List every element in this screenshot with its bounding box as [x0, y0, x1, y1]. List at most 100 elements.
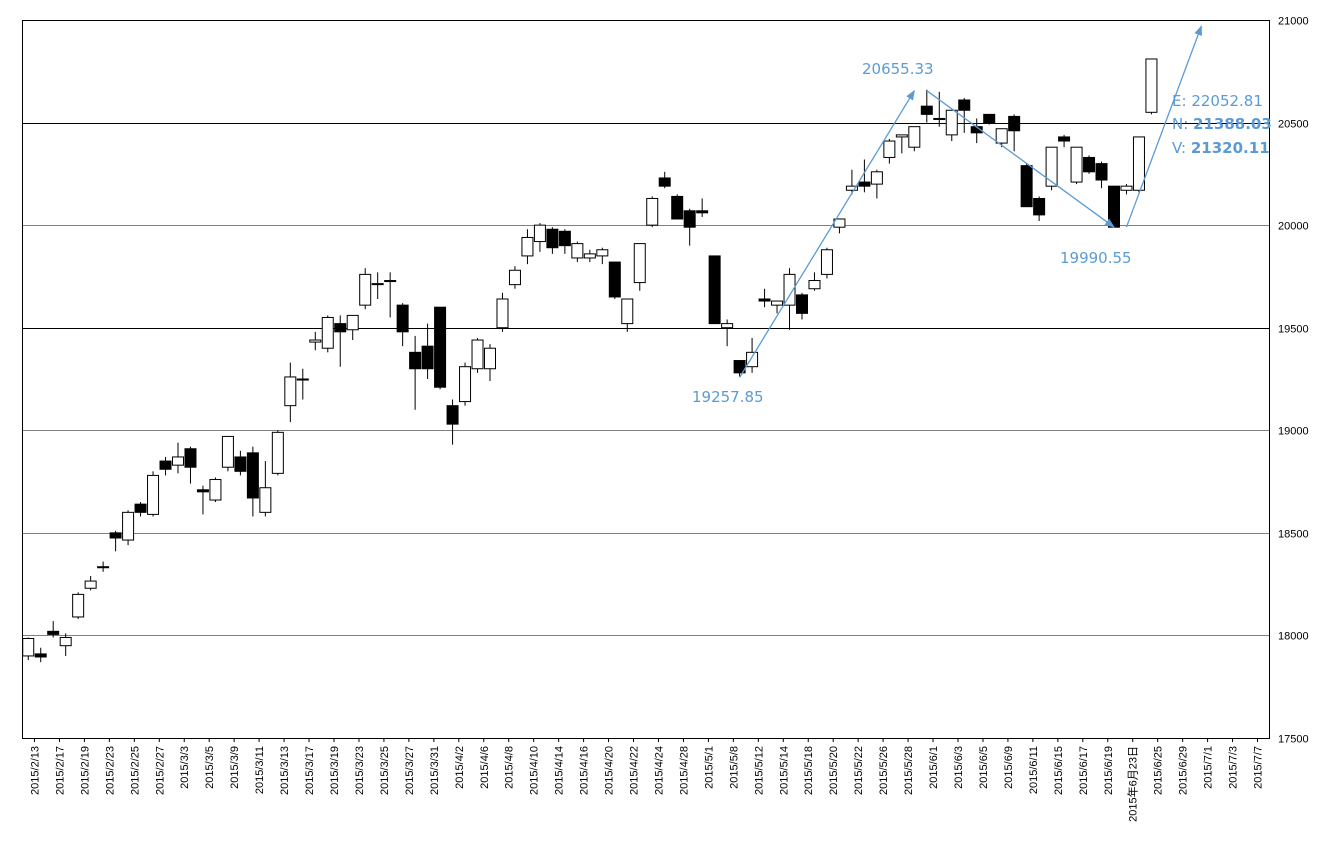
candle-body: [221, 435, 234, 468]
candle: [1132, 136, 1145, 193]
candle-body: [1083, 156, 1096, 173]
candle-body: [122, 511, 135, 541]
x-tick-label: 2015/7/1: [1203, 746, 1215, 789]
candle: [47, 621, 60, 638]
candle-body: [758, 298, 771, 302]
candle: [72, 592, 85, 620]
x-tick-label: 2015/6/19: [1103, 746, 1115, 795]
annotation-label: 19990.55: [1060, 249, 1132, 267]
candle: [633, 243, 646, 291]
x-tick-label: 2015/6/15: [1053, 746, 1065, 795]
candle: [608, 261, 621, 299]
x-tick-label: 2015/6/29: [1178, 746, 1190, 795]
x-tick-label: 2015/3/25: [379, 746, 391, 795]
candle: [184, 446, 197, 484]
candle: [646, 196, 659, 228]
candle: [259, 461, 272, 517]
candle: [172, 442, 184, 474]
candle-body: [334, 323, 347, 333]
x-tick-label: 2015/2/25: [129, 746, 141, 795]
candle-body: [671, 195, 684, 220]
y-tick-label: 17500: [1278, 734, 1309, 746]
annotation-value: 22052.81: [1191, 92, 1263, 110]
x-tick-label: 2015/5/22: [853, 746, 865, 795]
candle-body: [646, 197, 659, 226]
candle: [758, 288, 771, 308]
candle: [1070, 146, 1083, 185]
candle-body: [1145, 58, 1158, 113]
candle-body: [633, 243, 646, 284]
candle-body: [983, 113, 996, 124]
x-tick-label: 2015/3/5: [204, 746, 216, 789]
candle-body: [421, 345, 434, 370]
candle-body: [384, 280, 397, 283]
candle: [246, 446, 259, 517]
candle: [958, 97, 971, 133]
candle: [459, 362, 472, 406]
candle-body: [1008, 115, 1021, 132]
candle-body: [72, 593, 85, 618]
candle-body: [908, 126, 921, 148]
candle: [808, 272, 821, 291]
candle: [334, 315, 347, 367]
candle: [771, 300, 784, 314]
candle: [883, 138, 896, 164]
candle: [1083, 155, 1096, 174]
x-tick-label: 2015/5/26: [878, 746, 890, 795]
x-tick-label: 2015/2/19: [79, 746, 91, 795]
candle: [1008, 114, 1021, 152]
x-tick-label: 2015/6/1: [928, 746, 940, 789]
candle-body: [508, 269, 521, 286]
candle-body: [945, 109, 958, 136]
candle: [97, 561, 110, 572]
candle: [1058, 134, 1071, 148]
candle: [234, 450, 247, 476]
candle-body: [259, 487, 272, 513]
candle-body: [147, 474, 160, 515]
x-tick-label: 2015/5/18: [803, 746, 815, 795]
candle-body: [783, 273, 796, 306]
x-tick-label: 2015/3/13: [279, 746, 291, 795]
annotation-prefix: E:: [1172, 92, 1191, 110]
candle-body: [521, 236, 534, 257]
candle-body: [109, 532, 122, 539]
x-tick-label: 2015/4/16: [579, 746, 591, 795]
candle: [296, 368, 309, 400]
candle: [434, 306, 447, 390]
annotation-prefix: N:: [1172, 115, 1193, 133]
x-tick-label: 2015/2/27: [154, 746, 166, 795]
candle: [708, 255, 721, 325]
candle-body: [820, 249, 833, 275]
candle-body: [721, 323, 734, 329]
candle: [446, 399, 459, 445]
trend-arrow: [1125, 25, 1202, 228]
candle: [1145, 58, 1158, 115]
candle-body: [296, 378, 309, 381]
annotation-label: 19257.85: [692, 388, 764, 406]
x-tick-label: 2015/5/28: [903, 746, 915, 795]
candle: [658, 171, 671, 189]
candle-body: [209, 479, 222, 501]
x-tick-label: 2015/3/11: [254, 746, 266, 794]
candle-body: [1108, 185, 1120, 228]
candle-body: [446, 405, 459, 425]
candle-body: [396, 304, 409, 333]
candle: [471, 337, 484, 373]
candle: [508, 266, 521, 289]
candle: [945, 109, 958, 142]
candle-body: [995, 128, 1008, 144]
candle: [221, 435, 234, 472]
candle-body: [558, 230, 571, 247]
candle: [783, 268, 796, 330]
x-tick-label: 2015/4/10: [529, 746, 541, 795]
x-tick-label: 2015/3/27: [404, 746, 416, 795]
candle: [995, 128, 1008, 148]
x-tick-label: 2015/6/17: [1078, 746, 1090, 795]
x-tick-label: 2015/6/5: [978, 746, 990, 789]
candle: [533, 223, 546, 252]
candle-body: [159, 460, 172, 470]
annotation-value: 21388.03: [1193, 115, 1272, 133]
candle: [371, 272, 384, 299]
x-tick-label: 2015/7/7: [1253, 746, 1265, 789]
candle-body: [696, 210, 709, 214]
